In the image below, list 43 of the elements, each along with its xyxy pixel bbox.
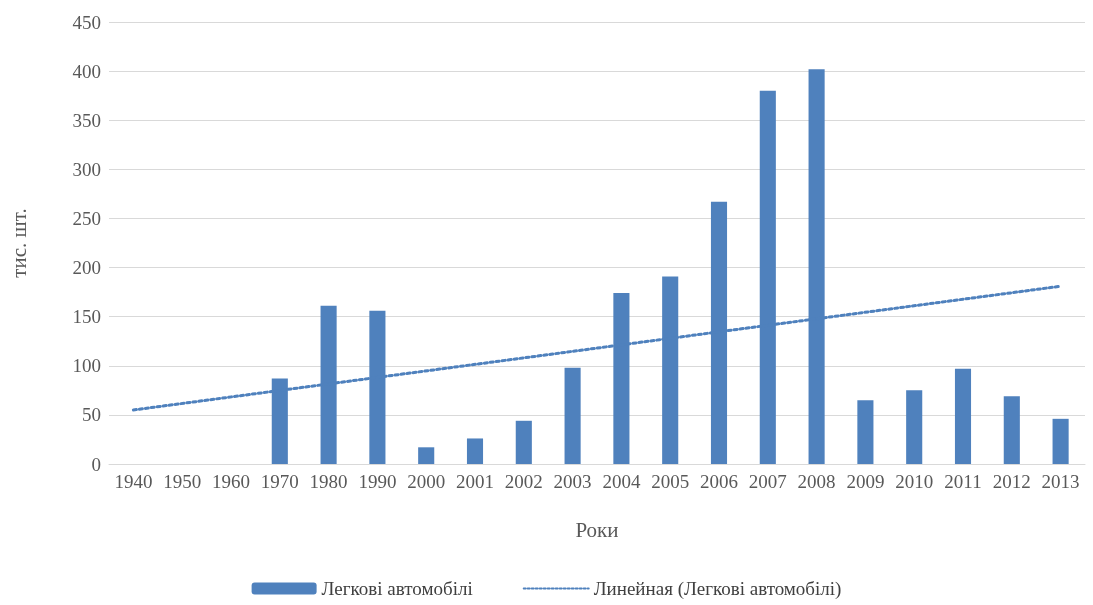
x-tick-label: 2010 (895, 471, 934, 492)
x-tick-label: 1970 (260, 471, 299, 492)
y-axis-title: тис. шт. (6, 208, 31, 278)
bar (954, 368, 972, 464)
legend-label: Легкові автомобілі (321, 578, 473, 599)
y-tick-label: 150 (72, 306, 101, 328)
y-tick-label: 450 (72, 11, 101, 33)
x-tick-label: 2003 (553, 471, 592, 492)
y-tick-label: 50 (82, 404, 101, 426)
x-tick-label: 2004 (602, 471, 641, 492)
bar (1003, 396, 1020, 464)
x-tick-label: 2006 (700, 471, 738, 492)
y-tick-label: 200 (72, 257, 101, 279)
x-tick-label: 1960 (212, 471, 250, 492)
x-tick-label: 1950 (163, 471, 202, 492)
x-tick-label: 2002 (504, 471, 543, 492)
x-tick-label: 1990 (358, 471, 397, 492)
x-axis-title: Роки (575, 517, 619, 542)
x-tick-label: 2007 (748, 471, 787, 492)
x-tick-label: 2009 (846, 471, 885, 492)
bar (906, 390, 923, 464)
legend-label: Линейная (Легкові автомобілі) (593, 578, 842, 600)
x-tick-label: 2001 (456, 471, 494, 492)
bar (515, 420, 532, 464)
bar (857, 400, 874, 464)
y-tick-label: 0 (91, 453, 101, 475)
x-tick-label: 2008 (797, 471, 836, 492)
y-tick-label: 250 (72, 207, 101, 229)
bar (418, 447, 435, 464)
x-tick-label: 2000 (407, 471, 446, 492)
bar (466, 438, 484, 464)
y-tick-label: 300 (72, 158, 101, 180)
y-tick-label: 350 (72, 109, 101, 131)
x-tick-label: 2012 (992, 471, 1031, 492)
x-tick-label: 1940 (114, 471, 153, 492)
x-tick-label: 1980 (309, 471, 348, 492)
x-tick-label: 2005 (651, 471, 690, 492)
y-tick-label: 100 (72, 355, 101, 377)
x-tick-label: 2011 (944, 471, 982, 492)
bar (564, 367, 581, 464)
bar (1052, 418, 1069, 464)
y-tick-label: 400 (72, 60, 101, 82)
x-tick-label: 2013 (1041, 471, 1080, 492)
